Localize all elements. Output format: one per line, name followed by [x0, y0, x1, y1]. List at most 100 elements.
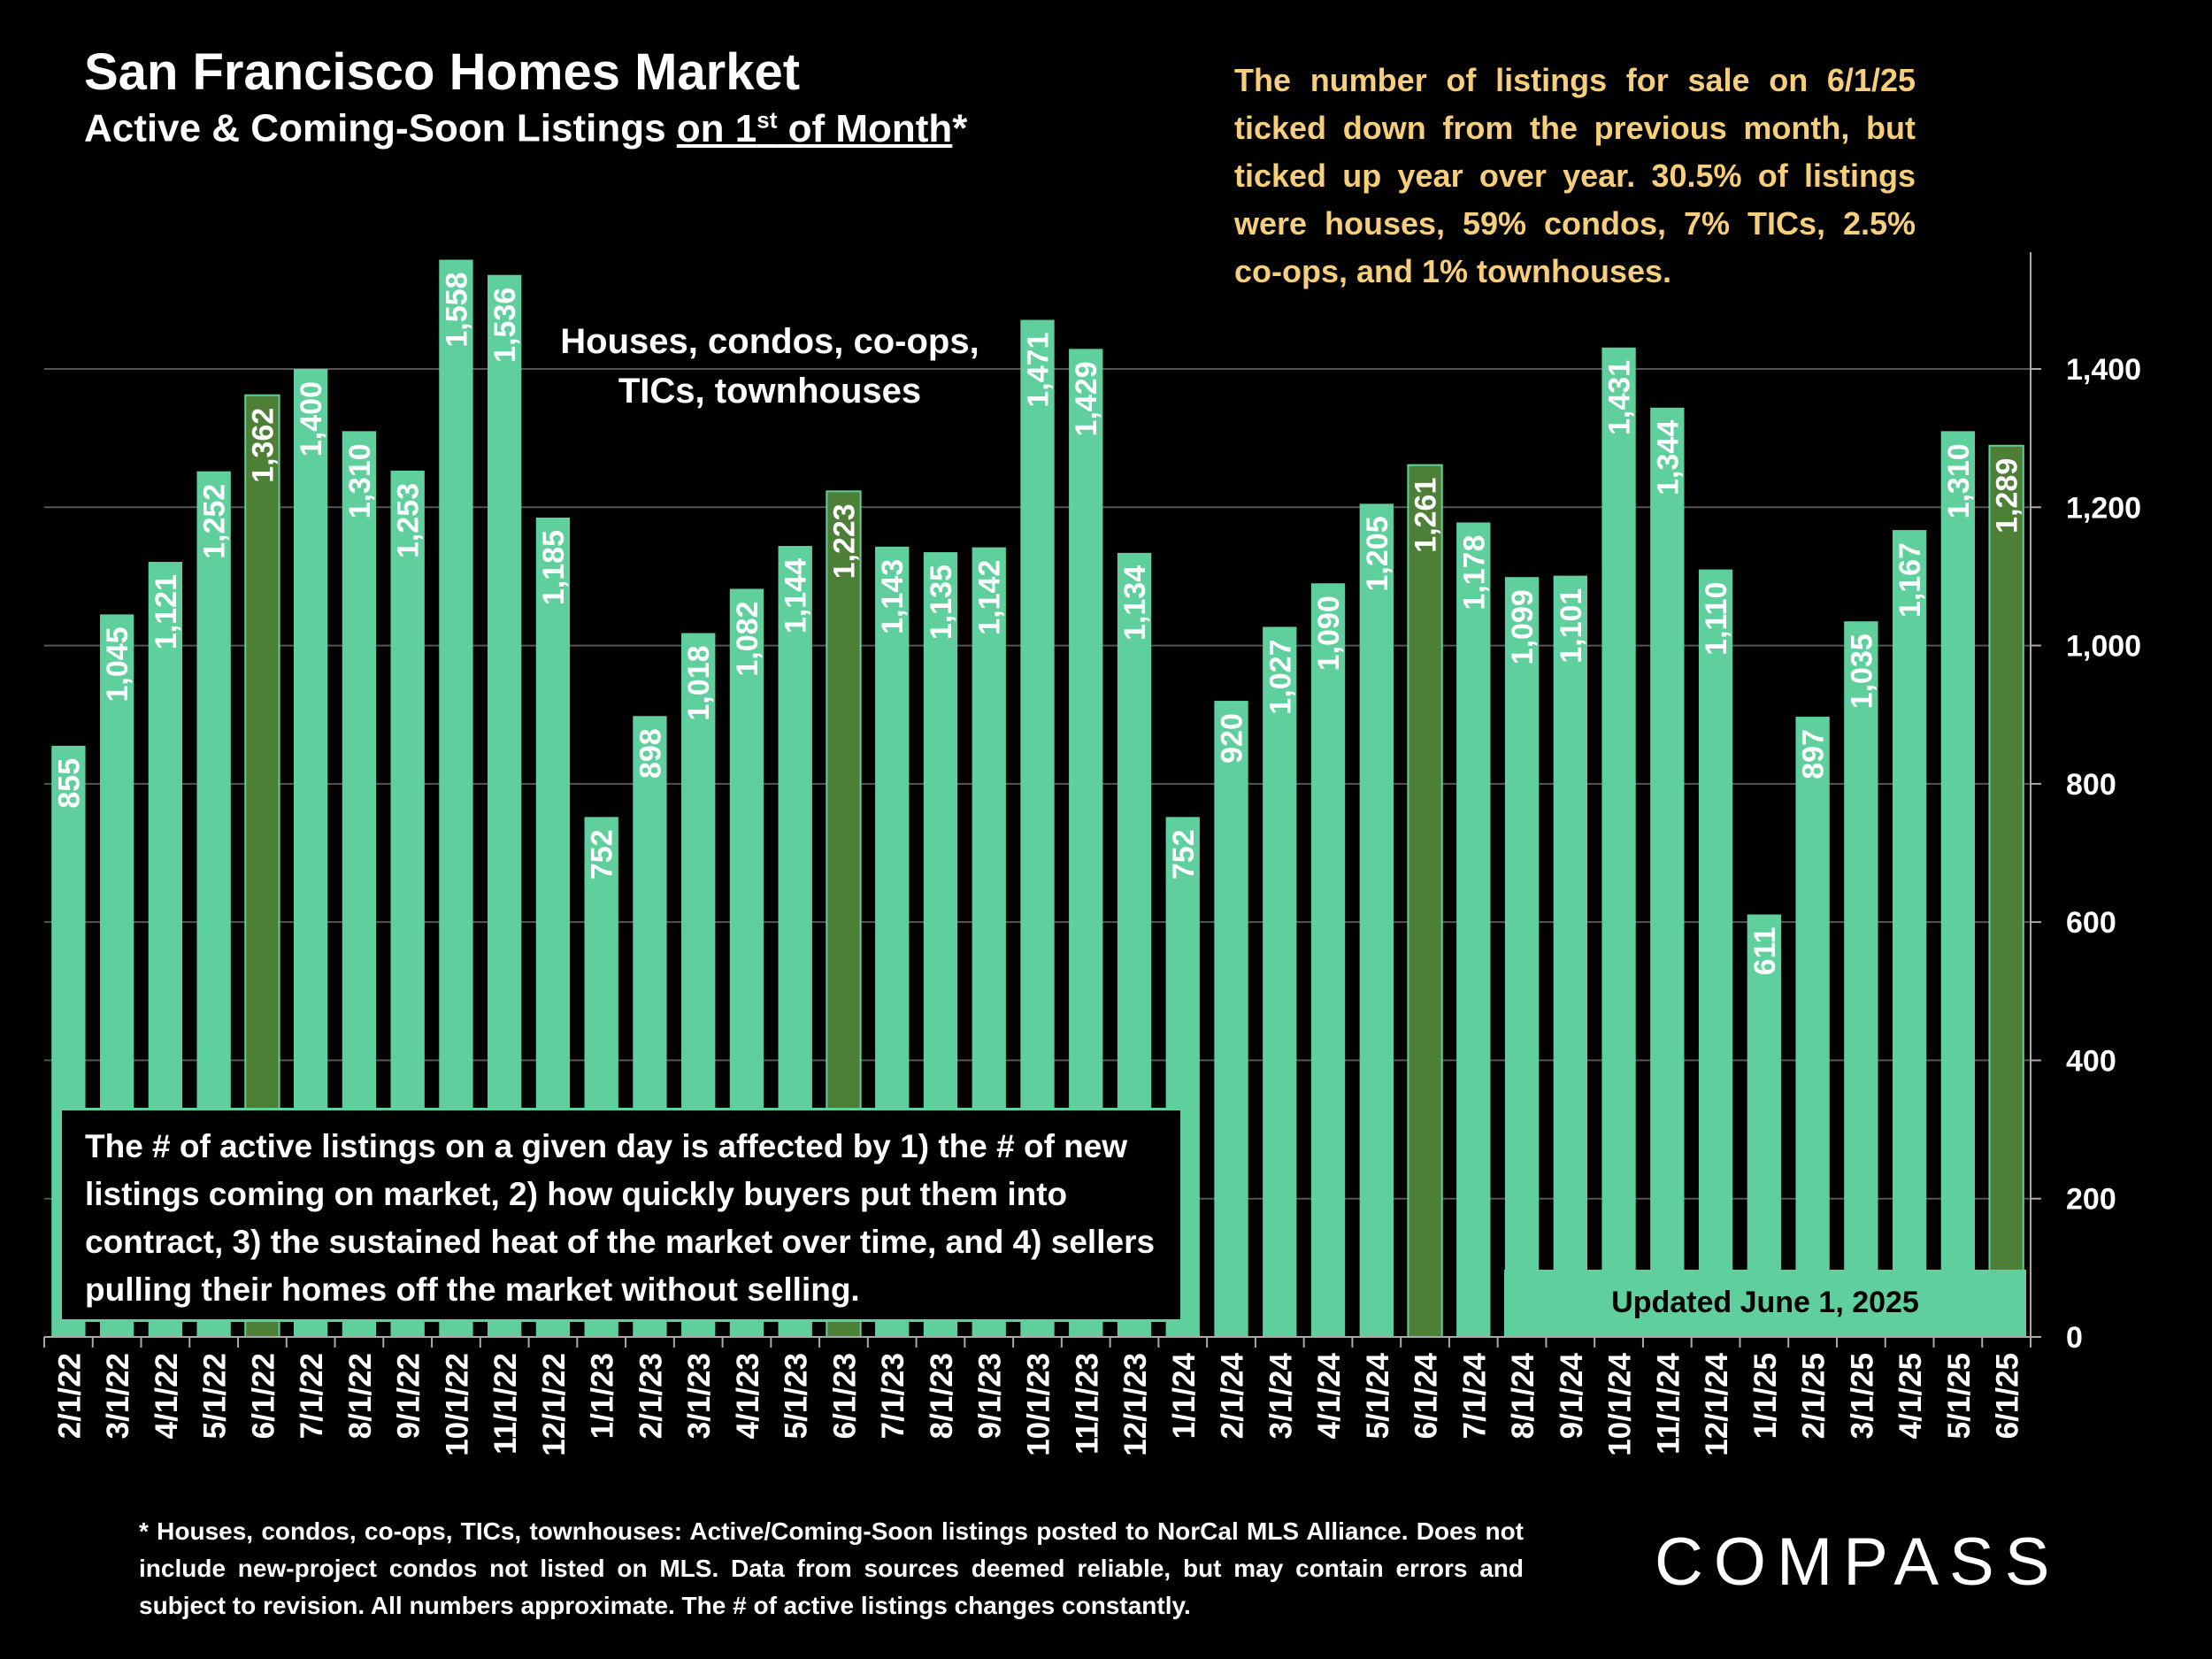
bar-value-label: 1,536	[488, 288, 522, 363]
bar-value-label: 1,135	[925, 565, 958, 640]
bar	[1456, 522, 1491, 1337]
x-tick-labels: 2/1/22 3/1/22 4/1/22 5/1/22 6/1/22 7/1/22 8/1/…	[52, 1352, 2024, 1455]
bar	[1263, 626, 1297, 1337]
x-tick-label: 4/1/25	[1893, 1353, 1928, 1439]
x-tick-label: 10/1/22	[440, 1353, 474, 1456]
bar	[1359, 503, 1394, 1337]
x-tick-label: 7/1/22	[295, 1353, 329, 1439]
axes	[43, 252, 2041, 1348]
explanation-note-box: The # of active listings on a given day …	[59, 1108, 1183, 1322]
bar-value-label: 1,178	[1457, 534, 1491, 610]
y-tick-label: 400	[2066, 1044, 2116, 1078]
y-tick-label: 0	[2066, 1321, 2083, 1355]
bar-value-label: 1,027	[1263, 639, 1297, 714]
x-tick-label: 6/1/24	[1409, 1352, 1444, 1439]
bar-value-label: 1,400	[295, 381, 328, 457]
x-tick-label: 9/1/22	[392, 1353, 426, 1439]
subtitle-on: on 1	[676, 106, 757, 150]
x-tick-label: 4/1/24	[1312, 1352, 1347, 1439]
bar-value-label: 1,558	[440, 273, 473, 348]
x-tick-label: 11/1/22	[488, 1353, 523, 1455]
bar-value-label: 1,310	[343, 443, 377, 518]
x-tick-label: 11/1/23	[1070, 1353, 1104, 1455]
bar-value-label: 1,205	[1361, 516, 1394, 591]
x-tick-label: 6/1/25	[1991, 1353, 2025, 1439]
bar-value-label: 897	[1797, 729, 1831, 780]
bar-value-label: 1,429	[1070, 361, 1103, 436]
subtitle-underlined: on 1st of Month	[676, 106, 953, 150]
x-tick-label: 7/1/23	[876, 1353, 910, 1439]
bar	[1553, 575, 1587, 1337]
x-tick-label: 5/1/24	[1361, 1352, 1395, 1439]
x-tick-label: 4/1/22	[150, 1353, 184, 1439]
bar-value-label: 1,018	[682, 646, 716, 721]
bar-value-label: 1,101	[1555, 588, 1588, 664]
bar-value-label: 1,253	[392, 483, 426, 558]
bar-value-label: 752	[586, 829, 619, 879]
x-tick-label: 12/1/23	[1118, 1353, 1153, 1456]
bar-value-label: 855	[52, 758, 86, 809]
bar-value-label: 1,143	[876, 559, 910, 634]
x-tick-label: 7/1/24	[1457, 1352, 1492, 1439]
x-tick-label: 6/1/23	[827, 1353, 862, 1439]
subtitle-asterisk: *	[952, 106, 968, 150]
x-tick-label: 1/1/25	[1748, 1353, 1783, 1439]
bar-value-label: 752	[1167, 829, 1201, 879]
subtitle-of-month: of Month	[777, 106, 953, 150]
bar	[1310, 583, 1346, 1337]
bar	[1844, 621, 1878, 1337]
updated-badge: Updated June 1, 2025	[1504, 1270, 2026, 1336]
bar-value-label: 1,362	[246, 408, 280, 483]
x-tick-label: 3/1/22	[101, 1353, 135, 1439]
bar-value-label: 1,110	[1700, 582, 1733, 656]
x-tick-label: 2/1/24	[1216, 1352, 1250, 1439]
x-tick-label: 6/1/22	[246, 1353, 280, 1439]
subtitle-superscript: st	[757, 106, 778, 133]
bar-value-label: 1,261	[1409, 478, 1443, 553]
x-tick-label: 12/1/24	[1700, 1352, 1734, 1455]
scope-label: Houses, condos, co-ops, TICs, townhouses	[560, 322, 979, 411]
footnote: * Houses, condos, co-ops, TICs, townhous…	[139, 1517, 1524, 1619]
x-tick-label: 3/1/23	[682, 1353, 717, 1439]
commentary-text: The number of listings for sale on 6/1/2…	[1234, 62, 1916, 289]
y-tick-label: 200	[2066, 1183, 2116, 1217]
bar-value-label: 920	[1216, 713, 1249, 764]
bar-value-label: 1,223	[827, 503, 861, 579]
compass-logo: COMPASS	[1655, 1525, 2061, 1600]
y-tick-labels: 0 200 400 600 800 1,000 1,200 1,400	[2066, 353, 2141, 1355]
bar	[1407, 464, 1443, 1338]
x-tick-label: 8/1/24	[1506, 1352, 1540, 1439]
x-tick-label: 8/1/23	[925, 1353, 959, 1439]
bar-value-label: 1,344	[1651, 420, 1685, 495]
bar	[1892, 530, 1927, 1337]
chart-title: San Francisco Homes Market	[84, 43, 801, 101]
bar-value-label: 1,134	[1118, 565, 1152, 641]
x-tick-label: 5/1/22	[198, 1353, 233, 1439]
x-tick-label: 4/1/23	[731, 1353, 765, 1439]
x-tick-label: 9/1/23	[973, 1353, 1008, 1439]
x-tick-label: 3/1/25	[1845, 1353, 1879, 1439]
bar-value-label: 1,045	[101, 626, 134, 702]
bar	[1747, 914, 1782, 1337]
y-tick-label: 1,200	[2066, 491, 2141, 525]
y-tick-label: 800	[2066, 768, 2116, 802]
data-labels: 855 1,045 1,121 1,252 1,362 1,400 1,310 1,253 1,…	[52, 273, 2024, 976]
x-tick-label: 1/1/23	[586, 1353, 620, 1439]
x-tick-label: 10/1/24	[1603, 1352, 1638, 1455]
bar-value-label: 1,289	[1991, 458, 2024, 534]
x-tick-label: 1/1/24	[1167, 1352, 1202, 1439]
x-tick-label: 2/1/23	[634, 1353, 668, 1439]
bar-value-label: 1,310	[1942, 443, 1976, 518]
x-tick-label: 5/1/25	[1942, 1353, 1977, 1439]
bar-value-label: 1,185	[537, 530, 571, 605]
x-tick-label: 2/1/22	[52, 1353, 87, 1439]
x-tick-label: 12/1/22	[537, 1353, 572, 1456]
bar-value-label: 1,431	[1603, 360, 1637, 435]
bar-value-label: 1,090	[1312, 595, 1346, 671]
bar-value-label: 1,035	[1845, 634, 1878, 709]
x-tick-label: 11/1/24	[1651, 1352, 1686, 1454]
bar-value-label: 1,471	[1022, 333, 1056, 408]
subtitle-text: Active & Coming-Soon Listings	[84, 106, 677, 150]
bar-value-label: 1,121	[150, 574, 183, 649]
bar	[1988, 444, 2024, 1338]
